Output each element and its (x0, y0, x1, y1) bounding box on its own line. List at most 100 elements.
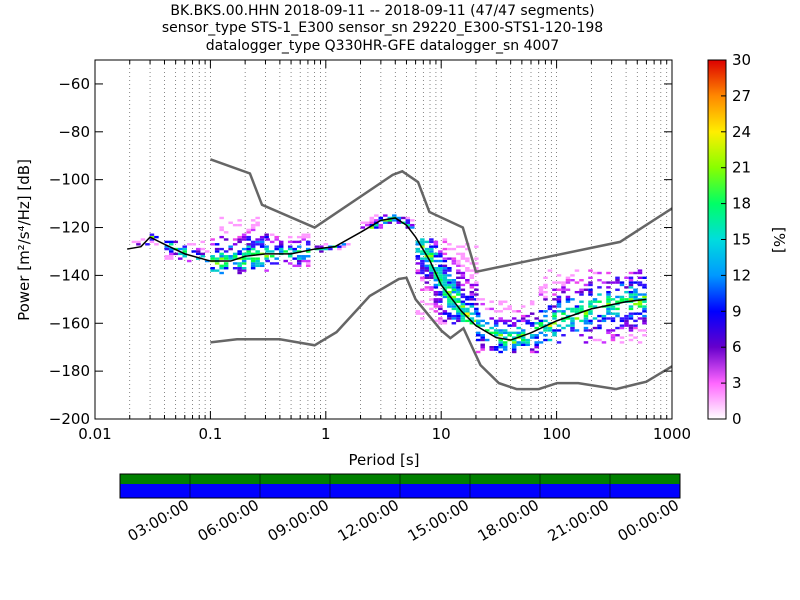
psd-cell (250, 240, 256, 244)
psd-cell (214, 269, 220, 272)
psd-cell (610, 336, 616, 339)
psd-cell (570, 329, 575, 332)
psd-cell (383, 214, 388, 217)
psd-cell (619, 298, 625, 301)
psd-cell (378, 216, 384, 220)
psd-cell (619, 283, 625, 287)
psd-cell (442, 271, 448, 275)
psd-cell (511, 336, 517, 339)
psd-cell (438, 283, 443, 287)
psd-cell (255, 250, 260, 253)
y-tick-label: −160 (49, 314, 90, 332)
psd-cell (451, 281, 457, 284)
psd-cell (619, 319, 625, 323)
psd-cell (465, 298, 470, 301)
psd-cell (502, 319, 508, 323)
psd-cell (204, 250, 210, 253)
psd-cell (628, 295, 634, 299)
psd-cell (534, 346, 539, 349)
psd-cell (475, 338, 481, 342)
y-axis-label: Power [m²/s⁴/Hz] [dB] (15, 159, 33, 321)
psd-cell (498, 329, 503, 332)
psd-cell (420, 278, 425, 282)
psd-cell (438, 267, 443, 270)
psd-cell (556, 298, 562, 301)
psd-cell (246, 245, 251, 248)
psd-cell (520, 317, 526, 320)
psd-cell (493, 324, 499, 327)
psd-cell (460, 302, 466, 306)
psd-cell (250, 223, 256, 227)
psd-cell (337, 245, 342, 248)
y-tick-label: −180 (49, 362, 90, 380)
psd-cell (583, 288, 589, 291)
psd-cell (460, 314, 466, 318)
psd-cell (538, 324, 544, 327)
psd-cell (489, 300, 494, 303)
psd-cell (502, 307, 508, 311)
psd-cell (597, 338, 602, 342)
psd-cell (278, 243, 284, 246)
psd-cell (543, 326, 548, 330)
psd-cell (420, 317, 425, 320)
psd-cell (637, 341, 643, 344)
psd-cell (415, 312, 421, 315)
psd-cell (259, 235, 265, 239)
psd-cell (469, 286, 475, 289)
psd-cell (429, 302, 434, 306)
psd-cell (456, 317, 461, 320)
psd-cell (474, 293, 479, 296)
psd-cell (561, 310, 566, 313)
psd-cell (474, 262, 479, 265)
psd-cell (556, 288, 562, 291)
psd-cell (255, 257, 260, 260)
psd-cell (637, 281, 643, 284)
psd-cell (374, 214, 379, 217)
psd-cell (433, 240, 439, 244)
psd-cell (624, 276, 629, 279)
psd-cell (637, 329, 643, 332)
y-tick-label: −200 (49, 410, 90, 428)
psd-cell (451, 302, 457, 306)
psd-cell (447, 312, 452, 315)
psd-cell (442, 312, 448, 315)
axes: 0.01 0.1 1 10 100 1000 −200 −180 −160 −140 −120 −10… (49, 60, 691, 443)
psd-cell (556, 310, 562, 313)
psd-cell (498, 338, 503, 342)
psd-cell (429, 274, 434, 277)
psd-cell (543, 276, 548, 279)
psd-cell (547, 324, 553, 327)
psd-cell (323, 247, 329, 251)
psd-cell (387, 219, 393, 222)
psd-cell (429, 240, 434, 244)
psd-cell (498, 317, 503, 320)
psd-cell (552, 293, 557, 296)
psd-cell (561, 319, 566, 323)
psd-cell (296, 257, 302, 260)
psd-cell (588, 312, 593, 315)
psd-cell (250, 245, 256, 248)
psd-cell (469, 302, 475, 306)
psd-cell (429, 276, 434, 279)
psd-cell (292, 247, 297, 251)
psd-cell (534, 317, 539, 320)
psd-cell (619, 295, 625, 299)
psd-cell (429, 257, 434, 260)
psd-cell (387, 221, 393, 224)
psd-cell (219, 267, 224, 270)
psd-cell (480, 336, 485, 339)
psd-cell (489, 307, 494, 311)
psd-cell (296, 255, 302, 258)
psd-cell (429, 267, 434, 270)
psd-cell (460, 264, 466, 268)
psd-cell (583, 283, 589, 287)
psd-cell (484, 329, 490, 332)
psd-cell (570, 322, 575, 325)
psd-cell (456, 245, 461, 248)
psd-cell (287, 247, 293, 251)
psd-cell (543, 290, 548, 294)
psd-cell (570, 319, 575, 323)
psd-cell (511, 324, 517, 327)
psd-cell (433, 267, 439, 270)
